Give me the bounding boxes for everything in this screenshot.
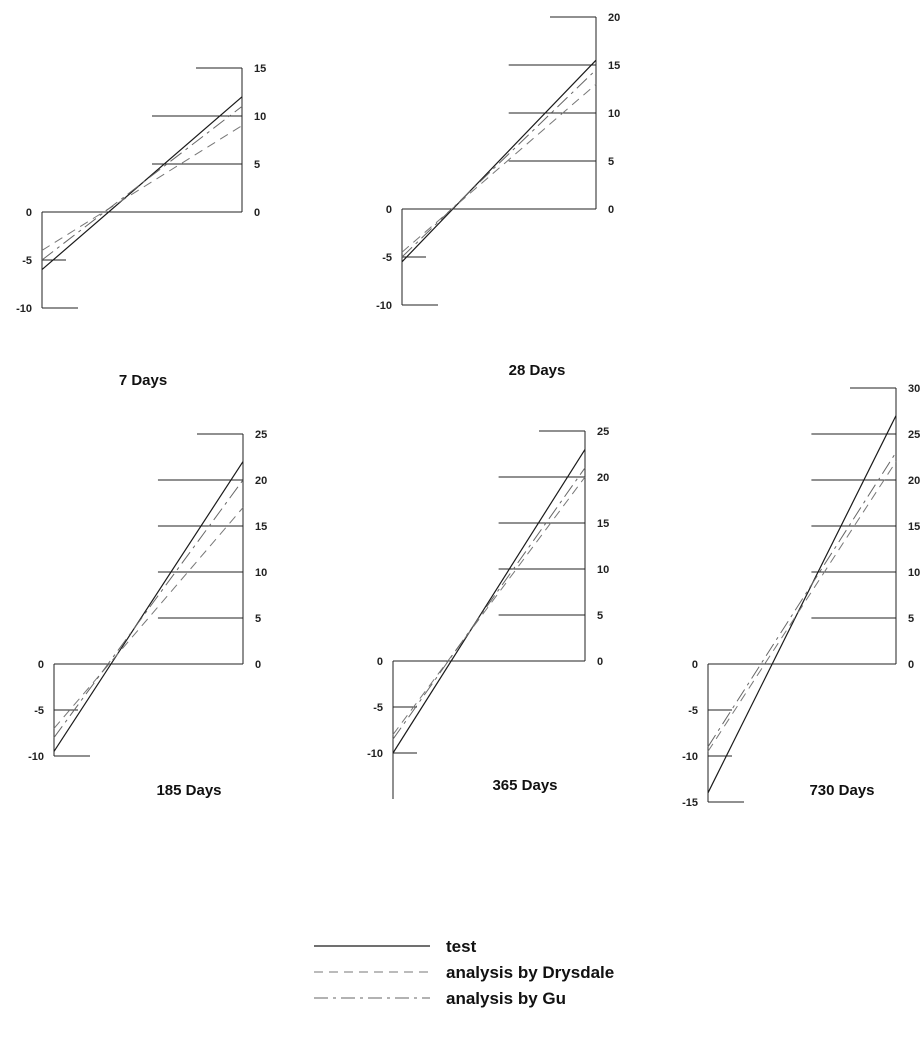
right-tick-label: 5 xyxy=(597,610,603,622)
right-tick-label: 0 xyxy=(255,659,261,671)
series-gu xyxy=(41,106,243,261)
panel-4: 0 -5 -10 -15 30 25 20 15 10 5 0 730 Days xyxy=(682,383,920,809)
left-tick-label: 0 xyxy=(26,207,32,219)
panel-title: 730 Days xyxy=(809,782,874,799)
right-tick-label: 10 xyxy=(908,567,920,579)
right-tick-label: 20 xyxy=(255,475,267,487)
right-tick-label: 25 xyxy=(597,426,609,438)
right-tick-label: 15 xyxy=(255,521,267,533)
legend-label-test: test xyxy=(446,937,477,956)
series-gu xyxy=(392,467,586,740)
right-tick-label: 10 xyxy=(608,108,620,120)
panel-title: 365 Days xyxy=(492,777,557,794)
left-tick-label: 0 xyxy=(386,204,392,216)
panel-2: 0 -5 -10 25 20 15 10 5 0 185 Days xyxy=(28,429,267,799)
left-tick-label: 0 xyxy=(377,656,383,668)
left-tick-label: -10 xyxy=(682,751,698,763)
right-tick-label: 25 xyxy=(908,429,920,441)
right-tick-label: 15 xyxy=(608,60,620,72)
left-tick-label: -5 xyxy=(373,702,383,714)
left-tick-label: -10 xyxy=(376,300,392,312)
right-tick-label: 0 xyxy=(254,207,260,219)
right-tick-label: 0 xyxy=(608,204,614,216)
series-gu xyxy=(401,69,597,258)
right-tick-label: 10 xyxy=(597,564,609,576)
series-test xyxy=(392,449,586,754)
panel-1: 0 -5 -10 20 15 10 5 0 28 Days xyxy=(376,12,620,379)
right-tick-label: 15 xyxy=(908,521,920,533)
legend-label-drysdale: analysis by Drysdale xyxy=(446,963,614,982)
series-gu xyxy=(707,452,897,748)
series-drysdale xyxy=(401,83,597,253)
series-drysdale xyxy=(53,507,244,729)
left-tick-label: -10 xyxy=(16,303,32,315)
left-tick-label: -5 xyxy=(688,705,698,717)
legend: test analysis by Drysdale analysis by Gu xyxy=(314,937,614,1008)
right-tick-label: 5 xyxy=(254,159,260,171)
series-drysdale xyxy=(41,125,243,251)
right-tick-label: 10 xyxy=(254,111,266,123)
panel-0: 0 -5 -10 15 10 5 0 7 Days xyxy=(16,63,266,389)
series-drysdale xyxy=(392,476,586,735)
right-tick-label: 5 xyxy=(908,613,914,625)
right-tick-label: 20 xyxy=(608,12,620,24)
panel-title: 7 Days xyxy=(119,372,167,389)
series-test xyxy=(707,415,897,794)
right-tick-label: 30 xyxy=(908,383,920,395)
left-tick-label: -15 xyxy=(682,797,698,809)
right-tick-label: 20 xyxy=(908,475,920,487)
left-tick-label: -5 xyxy=(34,705,44,717)
left-tick-label: 0 xyxy=(692,659,698,671)
left-tick-label: -5 xyxy=(22,255,32,267)
right-tick-label: 15 xyxy=(597,518,609,530)
right-tick-label: 0 xyxy=(597,656,603,668)
series-gu xyxy=(53,479,244,738)
left-tick-label: -5 xyxy=(382,252,392,264)
legend-label-gu: analysis by Gu xyxy=(446,989,566,1008)
panel-3: 0 -5 -10 25 20 15 10 5 0 365 Days xyxy=(367,426,609,799)
left-tick-label: -10 xyxy=(367,748,383,760)
right-tick-label: 10 xyxy=(255,567,267,579)
panel-title: 28 Days xyxy=(509,362,566,379)
series-test xyxy=(41,96,243,271)
right-tick-label: 0 xyxy=(908,659,914,671)
right-tick-label: 25 xyxy=(255,429,267,441)
left-tick-label: 0 xyxy=(38,659,44,671)
left-tick-label: -10 xyxy=(28,751,44,763)
series-test xyxy=(53,461,244,752)
series-test xyxy=(401,59,597,263)
right-tick-label: 20 xyxy=(597,472,609,484)
right-tick-label: 5 xyxy=(255,613,261,625)
series-drysdale xyxy=(707,461,897,752)
right-tick-label: 15 xyxy=(254,63,266,75)
panel-title: 185 Days xyxy=(156,782,221,799)
right-tick-label: 5 xyxy=(608,156,614,168)
